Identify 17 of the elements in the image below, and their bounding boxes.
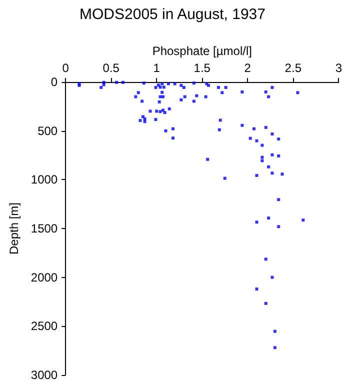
y-tick-label: 2500 bbox=[30, 319, 58, 334]
chart-title: MODS2005 in August, 1937 bbox=[80, 6, 266, 23]
x-tick-label: 1 bbox=[153, 61, 160, 75]
x-tick-label: 3 bbox=[335, 61, 342, 75]
y-tick-label: 500 bbox=[38, 124, 58, 138]
y-tick-label: 1500 bbox=[30, 222, 58, 236]
x-tick-label: 1.5 bbox=[194, 61, 211, 75]
y-tick-label: 2000 bbox=[30, 270, 58, 284]
y-tick-label: 0 bbox=[50, 75, 58, 89]
x-axis-title: Phosphate [µmol/l] bbox=[152, 44, 252, 58]
y-tick-label: 3000 bbox=[30, 368, 58, 382]
x-tick-label: 2 bbox=[244, 61, 252, 75]
x-tick-label: 0.5 bbox=[102, 61, 120, 75]
y-tick-label: 1000 bbox=[30, 172, 58, 187]
y-axis-title: Depth [m] bbox=[7, 202, 21, 255]
x-tick-label: 0 bbox=[62, 61, 70, 75]
x-tick-label: 2.5 bbox=[284, 61, 302, 75]
